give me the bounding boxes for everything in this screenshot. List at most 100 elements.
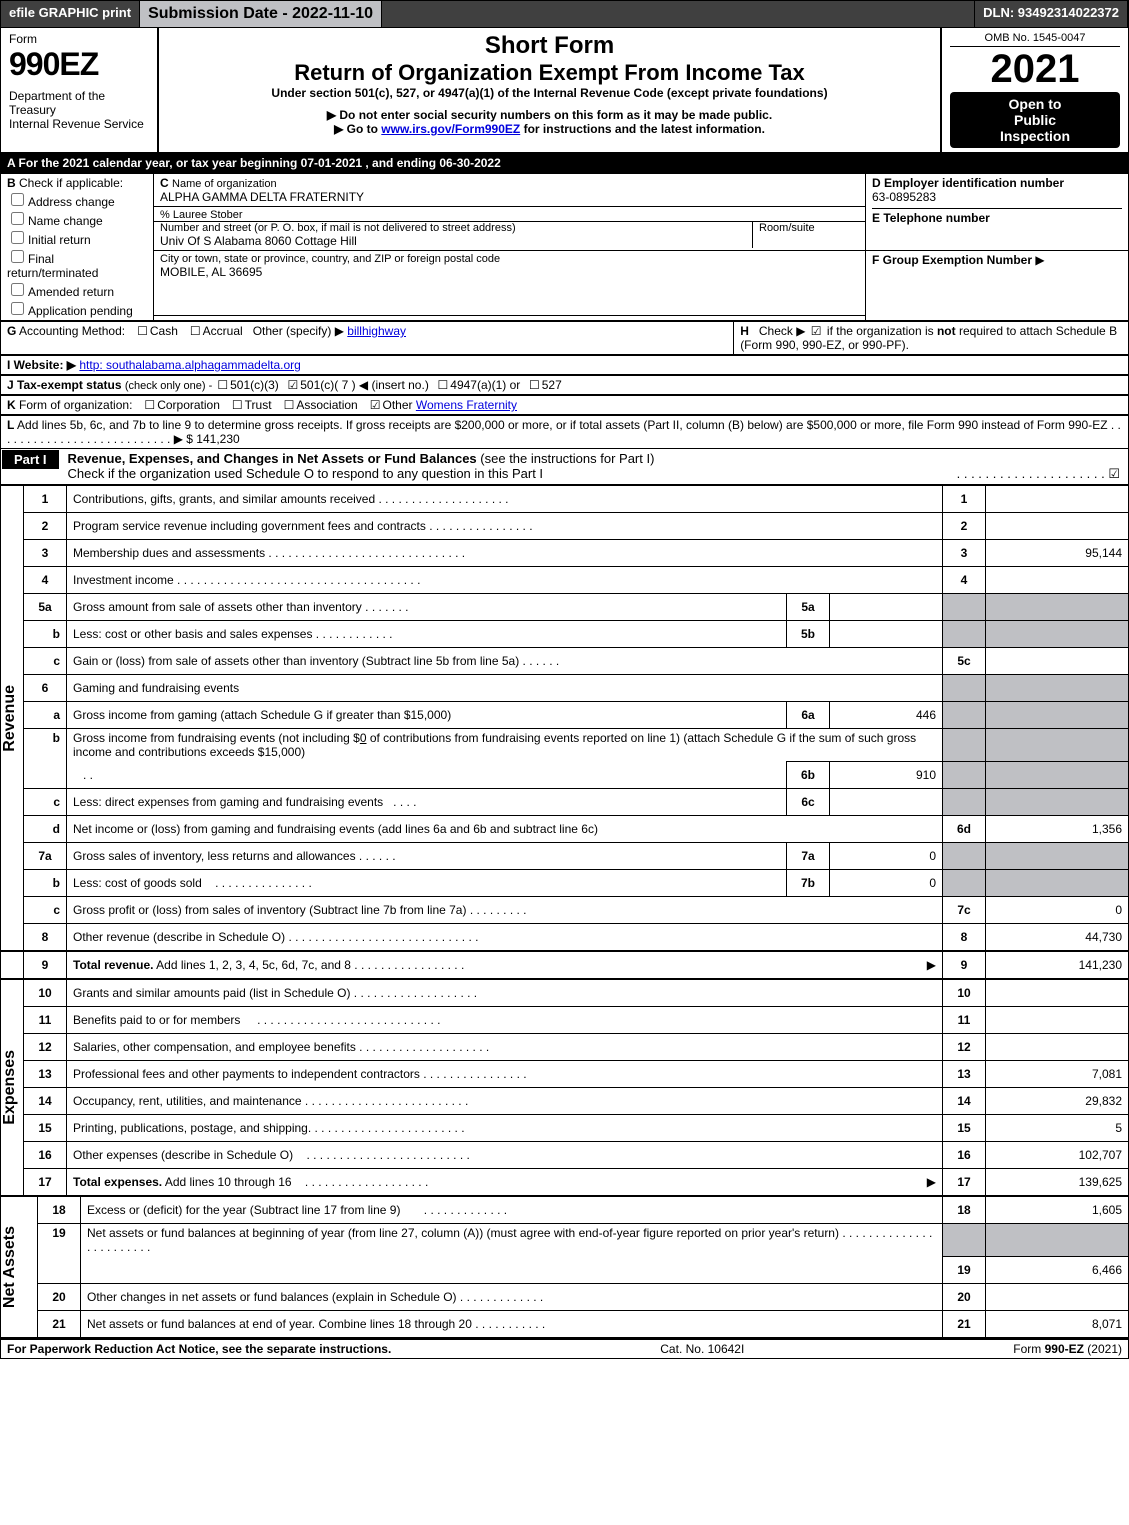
street-value: Univ Of S Alabama 8060 Cottage Hill <box>160 234 752 248</box>
line-18-num: 18 <box>38 1197 81 1224</box>
cb-initial-return[interactable]: Initial return <box>7 228 91 247</box>
cb-501c3[interactable] <box>215 378 230 392</box>
line-7a-boxshade <box>943 843 986 870</box>
line-6c-valshade <box>986 789 1129 816</box>
line-11-val <box>986 1007 1129 1034</box>
cb-assoc[interactable] <box>282 398 297 412</box>
section-h-cell: H Check ▶ if the organization is not req… <box>734 322 1129 355</box>
form-header-left: Form 990EZ Department of the Treasury In… <box>1 28 159 152</box>
cb-527[interactable] <box>527 378 542 392</box>
open-line2: Public <box>954 112 1116 128</box>
line-7a-iv: 0 <box>830 843 943 870</box>
line-4-desc: Investment income . . . . . . . . . . . … <box>67 567 943 594</box>
k-table: K Form of organization: Corporation Trus… <box>0 395 1129 415</box>
form-header-center: Short Form Return of Organization Exempt… <box>159 28 940 152</box>
line-6b-boxshade1 <box>943 729 986 762</box>
line-7b-valshade <box>986 870 1129 897</box>
line-3-val: 95,144 <box>986 540 1129 567</box>
cb-name-change[interactable]: Name change <box>7 209 103 228</box>
line-16-desc: Other expenses (describe in Schedule O) … <box>67 1142 943 1169</box>
line-9-desc: Total revenue. Add lines 1, 2, 3, 4, 5c,… <box>67 952 943 979</box>
line-6b-amount: 0 <box>360 731 367 745</box>
cb-application-pending[interactable]: Application pending <box>7 299 133 318</box>
line-20-num: 20 <box>38 1283 81 1310</box>
line-8-box: 8 <box>943 924 986 951</box>
h-checkbox[interactable] <box>809 324 824 338</box>
line-7b-il: 7b <box>787 870 830 897</box>
cb-corp[interactable] <box>142 398 157 412</box>
line-21-box: 21 <box>943 1310 986 1337</box>
section-c-name-cell: C Name of organization ALPHA GAMMA DELTA… <box>154 174 866 207</box>
line-20-box: 20 <box>943 1283 986 1310</box>
line-7a-num: 7a <box>24 843 67 870</box>
cb-final-return[interactable]: Final return/terminated <box>7 247 147 280</box>
cb-cash[interactable] <box>135 324 150 338</box>
section-c-label: C <box>160 176 169 190</box>
open-line1: Open to <box>954 96 1116 112</box>
line-1-box: 1 <box>943 486 986 513</box>
footer-form-number: 990-EZ <box>1045 1342 1084 1356</box>
room-suite-label: Room/suite <box>752 222 859 248</box>
cb-trust[interactable] <box>230 398 245 412</box>
line-6a-iv: 446 <box>830 702 943 729</box>
line-6d-val: 1,356 <box>986 816 1129 843</box>
expenses-table: Expenses 10 Grants and similar amounts p… <box>0 979 1129 1196</box>
line-19-num: 19 <box>38 1224 81 1284</box>
org-name-label: Name of organization <box>172 178 277 190</box>
cb-4947[interactable] <box>436 378 451 392</box>
line-6b-desc-2: . . <box>67 762 787 789</box>
l-value: 141,230 <box>196 432 239 446</box>
g-other-value: billhighway <box>347 324 406 338</box>
line-6b-valshade1 <box>986 729 1129 762</box>
cb-501c[interactable] <box>285 378 300 392</box>
line-6b-num: b <box>24 729 67 789</box>
goto-link[interactable]: www.irs.gov/Form990EZ <box>381 122 520 136</box>
open-line3: Inspection <box>954 128 1116 144</box>
cb-amended-return[interactable]: Amended return <box>7 280 114 299</box>
line-1-desc: Contributions, gifts, grants, and simila… <box>67 486 943 513</box>
org-name: ALPHA GAMMA DELTA FRATERNITY <box>160 190 364 204</box>
line-5c-num: c <box>24 648 67 675</box>
l-label: L <box>7 418 14 432</box>
efile-graphic-print[interactable]: efile GRAPHIC print <box>1 1 140 27</box>
line-21-desc: Net assets or fund balances at end of ye… <box>81 1310 943 1337</box>
part-i-schedule-o-check[interactable]: ☑ <box>1108 466 1120 481</box>
line-13-val: 7,081 <box>986 1061 1129 1088</box>
line-15-desc: Printing, publications, postage, and shi… <box>67 1115 943 1142</box>
dln-label: DLN: 93492314022372 <box>975 1 1128 27</box>
line-19-box: 19 <box>943 1256 986 1283</box>
line-6c-boxshade <box>943 789 986 816</box>
section-d-e-cell: D Employer identification number 63-0895… <box>866 174 1129 251</box>
k-label: K <box>7 398 16 412</box>
form-header-right: OMB No. 1545-0047 2021 Open to Public In… <box>940 28 1128 152</box>
line-1-val <box>986 486 1129 513</box>
cb-other-org[interactable] <box>368 398 383 412</box>
line-7c-num: c <box>24 897 67 924</box>
website-value[interactable]: http: southalabama.alphagammadelta.org <box>79 358 300 372</box>
line-5c-box: 5c <box>943 648 986 675</box>
line-7b-num: b <box>24 870 67 897</box>
line-17-num: 17 <box>24 1169 67 1196</box>
line-14-box: 14 <box>943 1088 986 1115</box>
line-5b-il: 5b <box>787 621 830 648</box>
line-13-num: 13 <box>24 1061 67 1088</box>
line-6c-desc: Less: direct expenses from gaming and fu… <box>67 789 787 816</box>
line-12-desc: Salaries, other compensation, and employ… <box>67 1034 943 1061</box>
cb-accrual[interactable] <box>188 324 203 338</box>
line-19-desc2 <box>81 1256 943 1283</box>
line-6a-boxshade <box>943 702 986 729</box>
form-note-ssn: ▶ Do not enter social security numbers o… <box>167 108 932 122</box>
city-value: MOBILE, AL 36695 <box>160 265 859 279</box>
revenue-side: Revenue <box>1 486 24 951</box>
net-assets-side: Net Assets <box>1 1197 38 1338</box>
line-14-num: 14 <box>24 1088 67 1115</box>
line-17-val: 139,625 <box>986 1169 1129 1196</box>
j-text: (check only one) - <box>125 380 215 392</box>
revenue-table: Revenue 1 Contributions, gifts, grants, … <box>0 485 1129 951</box>
net-assets-table: Net Assets 18 Excess or (deficit) for th… <box>0 1196 1129 1338</box>
cb-address-change[interactable]: Address change <box>7 190 115 209</box>
line-7b-boxshade <box>943 870 986 897</box>
line-5a-boxshade <box>943 594 986 621</box>
line-10-val <box>986 980 1129 1007</box>
part-i-check-text: Check if the organization used Schedule … <box>68 466 544 481</box>
